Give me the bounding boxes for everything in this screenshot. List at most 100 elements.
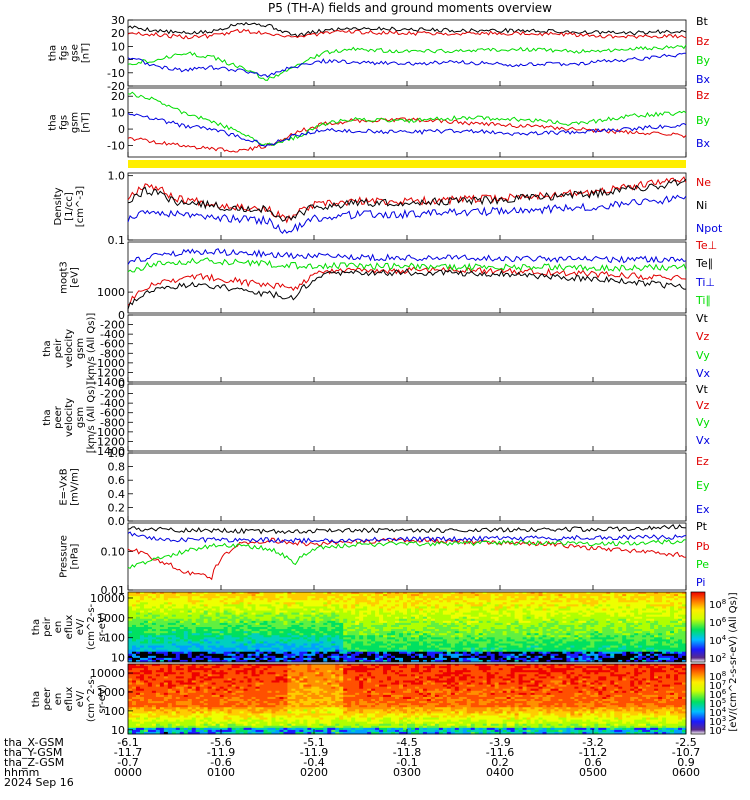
spectrogram-cell [546,600,551,603]
spectrogram-cell [311,641,316,644]
spectrogram-cell [231,651,237,655]
spectrogram-cell [343,629,348,632]
spectrogram-cell [163,592,169,595]
spectrogram-cell [295,614,300,618]
spectrogram-cell [167,629,173,632]
spectrogram-cell [359,612,364,616]
spectrogram-cell [351,610,356,613]
spectrogram-cell [207,624,213,628]
spectrogram-cell [263,639,268,642]
spectrogram-cell [235,594,240,597]
spectrogram-cell [339,637,344,640]
spectrogram-cell [570,612,575,616]
spectrogram-cell [514,651,519,655]
spectrogram-cell [287,637,292,640]
spectrogram-cell [614,624,619,628]
spectrogram-cell [626,600,631,603]
spectrogram-cell [179,616,185,620]
spectrogram-cell [678,633,683,636]
spectrogram-cell [355,614,360,618]
spectrogram-cell [295,633,300,636]
spectrogram-cell [518,596,523,599]
spectrogram-cell [287,643,292,646]
spectrogram-cell [215,596,221,599]
spectrogram-cell [219,649,225,653]
spectrogram-cell [215,612,221,616]
spectrogram-cell [363,641,368,644]
spectrogram-cell [590,618,595,622]
spectrogram-cell [179,612,185,616]
spectrogram-cell [530,608,535,611]
spectrogram-cell [462,659,468,663]
spectrogram-cell [175,633,181,636]
spectrogram-cell [594,602,599,605]
spectrogram-cell [291,657,296,661]
spectrogram-cell [594,608,599,611]
spectrogram-cell [550,645,555,648]
spectrogram-cell [311,631,316,634]
spectrogram-cell [135,629,141,632]
spectrogram-cell [426,635,432,638]
spectrogram-cell [418,620,424,624]
spectrogram-cell [498,629,504,632]
spectrogram-cell [319,657,324,661]
spectrogram-cell [542,655,547,659]
spectrogram-cell [295,606,300,609]
spectrogram-cell [407,598,412,601]
spectrogram-cell [618,627,623,630]
spectrogram-cell [219,600,225,603]
spectrogram-cell [279,631,284,634]
spectrogram-cell [275,602,280,605]
spectrogram-cell [674,657,679,661]
spectrogram-cell [187,651,193,655]
spectrogram-cell [514,616,519,620]
spectrogram-cell [426,618,432,622]
spectrogram-cell [582,606,587,609]
spectrogram-cell [191,608,197,611]
spectrogram-cell [526,653,531,657]
spectrogram-cell [379,633,384,636]
spectrogram-cell [403,592,408,595]
spectrogram-cell [606,608,611,611]
spectrogram-cell [171,641,177,644]
spectrogram-cell [470,618,476,622]
spectrogram-cell [147,641,153,644]
spectrogram-cell [275,614,280,618]
spectrogram-cell [546,659,551,663]
spectrogram-cell [231,610,237,613]
spectrogram-cell [582,616,587,620]
spectrogram-cell [566,616,571,620]
spectrogram-cell [682,600,687,603]
spectrogram-cell [199,633,205,636]
spectrogram-cell [387,659,392,663]
spectrogram-cell [438,641,444,644]
spectrogram-cell [458,629,464,632]
spectrogram-cell [446,633,452,636]
spectrogram-cell [239,618,244,622]
spectrogram-cell [223,618,229,622]
spectrogram-cell [275,635,280,638]
spectrogram-cell [131,655,137,659]
spectrogram-cell [147,622,153,626]
spectrogram-cell [446,620,452,624]
spectrogram-cell [610,606,615,609]
spectrogram-cell [203,647,209,651]
spectrogram-cell [335,594,340,597]
spectrogram-cell [307,616,312,620]
spectrogram-cell [279,643,284,646]
spectrogram-cell [670,594,675,597]
spectrogram-cell [343,659,348,663]
spectrogram-cell [347,620,352,624]
spectrogram-cell [287,629,292,632]
spectrogram-cell [410,604,416,607]
spectrogram-cell [442,598,448,601]
spectrogram-cell [450,643,456,646]
spectrogram-cell [590,629,595,632]
spectrogram-cell [534,653,539,657]
spectrogram-cell [578,616,583,620]
spectrogram-cell [211,645,217,648]
spectrogram-cell [490,647,496,651]
spectrogram-cell [474,643,480,646]
spectrogram-cell [239,604,244,607]
